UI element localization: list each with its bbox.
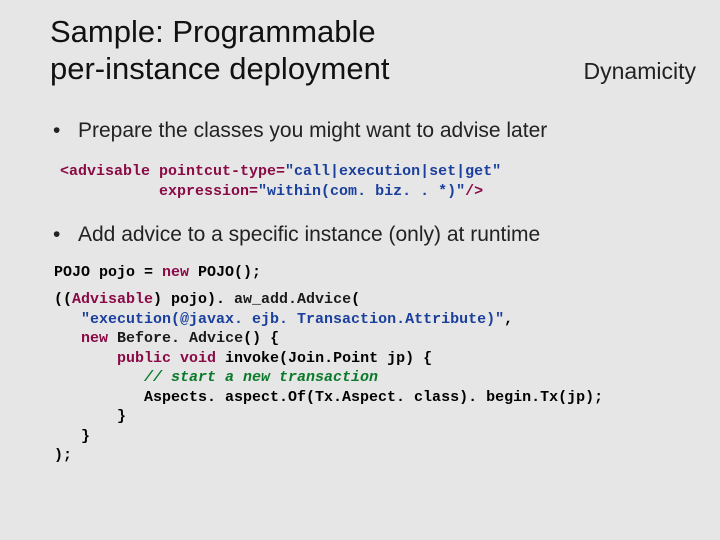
- bullet-list: Prepare the classes you might want to ad…: [50, 117, 692, 144]
- code-type: Before. Advice: [117, 330, 243, 347]
- code-text: }: [54, 408, 126, 425]
- code-text: (: [351, 291, 360, 308]
- code-text: Aspects. aspect.Of(Tx.Aspect. class). be…: [54, 389, 603, 406]
- title-line-2: per-instance deployment: [50, 51, 389, 86]
- code-text: [54, 350, 117, 367]
- code-text: ((: [54, 291, 72, 308]
- code-text: POJO();: [189, 264, 261, 281]
- code-method: aw_add.Advice: [234, 291, 351, 308]
- code-block-java-1: POJO pojo = new POJO();: [54, 263, 692, 283]
- code-xml-attr: expression=: [60, 183, 258, 200]
- code-xml-string: "within(com. biz. . *)": [258, 183, 465, 200]
- code-xml-close: />: [465, 183, 483, 200]
- bullet-item-2: Add advice to a specific instance (only)…: [50, 221, 692, 248]
- code-text: POJO pojo =: [54, 264, 162, 281]
- code-text: [108, 330, 117, 347]
- code-text: [54, 369, 144, 386]
- code-text: );: [54, 447, 72, 464]
- code-xml-string: "call|execution|set|get": [285, 163, 501, 180]
- code-text: () {: [243, 330, 279, 347]
- title-line-1: Sample: Programmable: [50, 14, 376, 49]
- code-comment: // start a new transaction: [144, 369, 378, 386]
- slide-subtitle: Dynamicity: [584, 58, 696, 85]
- bullet-item-1: Prepare the classes you might want to ad…: [50, 117, 692, 144]
- code-text: ) pojo).: [153, 291, 234, 308]
- code-string: "execution(@javax. ejb. Transaction.Attr…: [81, 311, 504, 328]
- slide: Sample: Programmable per-instance deploy…: [0, 0, 720, 540]
- code-keyword: new: [162, 264, 189, 281]
- code-xml-tag: <advisable: [60, 163, 150, 180]
- code-text: [54, 311, 81, 328]
- code-type: Advisable: [72, 291, 153, 308]
- code-block-java-2: ((Advisable) pojo). aw_add.Advice( "exec…: [54, 290, 692, 466]
- code-text: ,: [504, 311, 513, 328]
- code-keyword: public void: [117, 350, 216, 367]
- code-text: [54, 330, 81, 347]
- code-text: }: [54, 428, 90, 445]
- code-text: invoke(Join.Point jp) {: [216, 350, 432, 367]
- bullet-list-2: Add advice to a specific instance (only)…: [50, 221, 692, 248]
- code-block-xml: <advisable pointcut-type="call|execution…: [60, 162, 692, 201]
- code-xml-attr: pointcut-type=: [150, 163, 285, 180]
- code-keyword: new: [81, 330, 108, 347]
